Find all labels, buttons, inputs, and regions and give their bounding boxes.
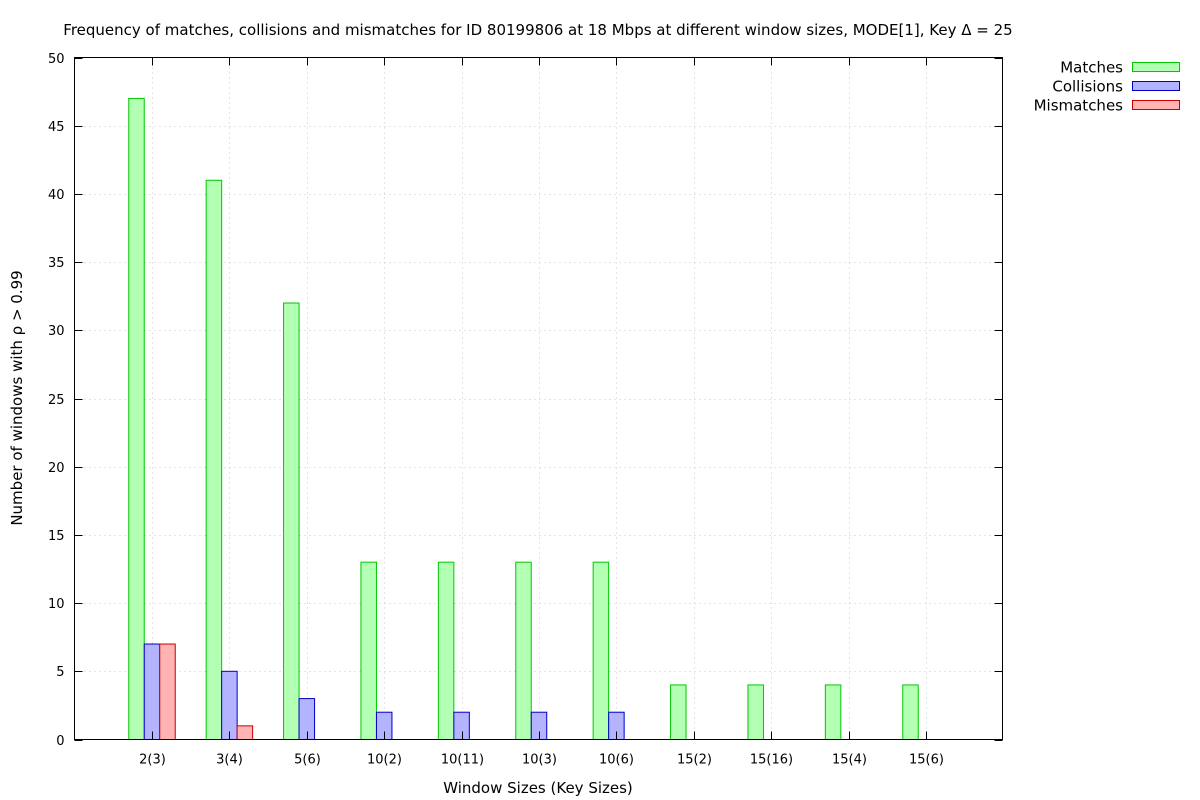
bar-collisions [221,670,238,740]
ticks: 0 5 10 15 20 25 30 35 40 45 50 2(3) 3(4) 5(6) 10(2) 10(… [48,52,1003,768]
bar-mismatches [236,725,254,740]
bar-matches [670,684,687,741]
legend-label-collisions: Collisions [1052,78,1123,96]
plot-area [74,57,1003,740]
bar-mismatches [159,643,176,741]
bar-matches [128,97,145,741]
y-tick-label: 0 [56,734,64,749]
bar-collisions [143,643,161,741]
bar-matches [515,561,532,740]
x-tick-label: 15(16) [750,753,793,768]
y-tick-label: 15 [48,529,65,544]
x-tick-label: 10(3) [522,753,557,768]
bar-collisions [453,711,470,740]
y-tick-label: 20 [48,461,65,476]
y-tick-label: 45 [48,120,65,135]
bar-matches [592,561,610,740]
legend-swatch-matches [1132,62,1180,72]
y-tick-label: 25 [48,393,65,408]
x-tick-label: 15(6) [909,753,944,768]
chart-title: Frequency of matches, collisions and mis… [63,21,1012,39]
bar-matches [283,302,300,740]
bar-matches [360,561,377,740]
x-axis-label: Window Sizes (Key Sizes) [443,779,633,797]
x-tick-label: 10(2) [367,753,402,768]
x-tick-label: 15(2) [677,753,712,768]
y-axis-label: Number of windows with ρ > 0.99 [8,270,26,525]
bar-matches [747,684,764,741]
y-tick-label: 40 [48,188,65,203]
bar-collisions [298,698,316,741]
x-tick-label: 10(6) [599,753,634,768]
y-tick-label: 30 [48,324,65,339]
y-tick-label: 50 [48,52,65,67]
bar-matches [824,684,842,741]
legend-label-mismatches: Mismatches [1034,97,1124,115]
x-tick-label: 10(11) [441,753,484,768]
x-tick-label: 5(6) [294,753,321,768]
x-tick-label: 3(4) [216,753,243,768]
legend-swatch-collisions [1132,81,1180,91]
bar-matches [902,684,919,741]
y-tick-label: 10 [48,597,65,612]
x-tick-label: 2(3) [139,753,166,768]
y-tick-label: 35 [48,256,65,271]
bar-matches [205,179,223,740]
x-tick-label: 15(4) [832,753,867,768]
grid [74,57,1003,740]
legend-label-matches: Matches [1060,59,1123,77]
y-tick-label: 5 [56,665,64,680]
legend-swatch-mismatches [1132,100,1180,110]
bar-matches [437,561,455,740]
